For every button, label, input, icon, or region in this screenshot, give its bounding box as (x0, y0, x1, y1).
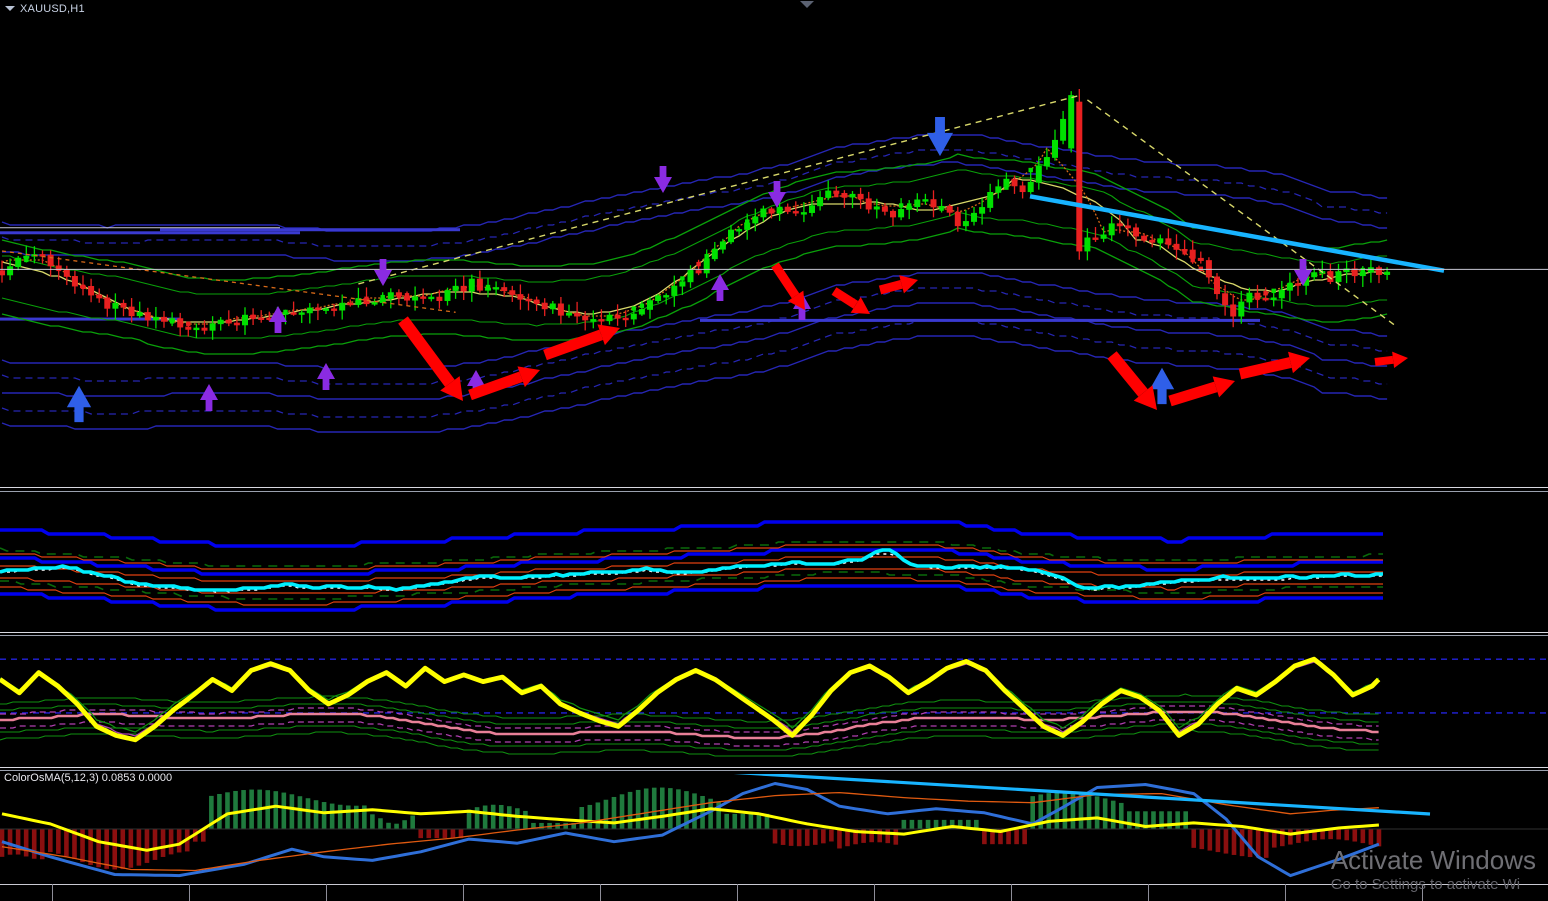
time-axis-tick (1148, 884, 1149, 901)
time-axis-tick (326, 884, 327, 901)
oscillator-yellow-svg (0, 638, 1548, 766)
colorosma-pane[interactable] (0, 774, 1548, 884)
pane-separator-3b (0, 770, 1548, 771)
colorosma-svg (0, 774, 1548, 884)
pane-separator-2a (0, 632, 1548, 633)
oscillator-yellow-series (0, 656, 1548, 757)
oscillator-bands-pane[interactable] (0, 494, 1548, 630)
time-axis-tick (1011, 884, 1012, 901)
red-annotation-arrows (398, 262, 1408, 410)
symbol-period-label: XAUUSD,H1 (20, 3, 85, 15)
bollinger-bands (0, 134, 1388, 433)
price-chart-svg (0, 18, 1548, 486)
oscillator-bands-series (0, 520, 1383, 612)
time-axis-line (0, 884, 1548, 885)
time-axis-tick (600, 884, 601, 901)
time-axis-tick (189, 884, 190, 901)
time-axis-tick (1285, 884, 1286, 901)
chart-titlebar: XAUUSD,H1 (0, 0, 1548, 18)
time-axis-tick (52, 884, 53, 901)
pane-separator-3a (0, 767, 1548, 768)
time-axis-tick (463, 884, 464, 901)
chart-dropdown-caret-icon[interactable] (5, 6, 15, 11)
time-axis-tick (874, 884, 875, 901)
pane-separator-1a (0, 487, 1548, 488)
time-axis-tick (1422, 884, 1423, 901)
top-chevron-down-icon[interactable] (800, 1, 814, 8)
oscillator-bands-svg (0, 494, 1548, 630)
price-chart-pane[interactable] (0, 18, 1548, 486)
colorosma-series (0, 774, 1548, 878)
pane-separator-2b (0, 635, 1548, 636)
pane-separator-1b (0, 491, 1548, 492)
time-axis[interactable] (0, 884, 1548, 901)
oscillator-yellow-pane[interactable] (0, 638, 1548, 766)
colorosma-label: ColorOsMA(5,12,3) 0.0853 0.0000 (4, 772, 173, 784)
time-axis-tick (737, 884, 738, 901)
candlesticks (0, 88, 1391, 340)
